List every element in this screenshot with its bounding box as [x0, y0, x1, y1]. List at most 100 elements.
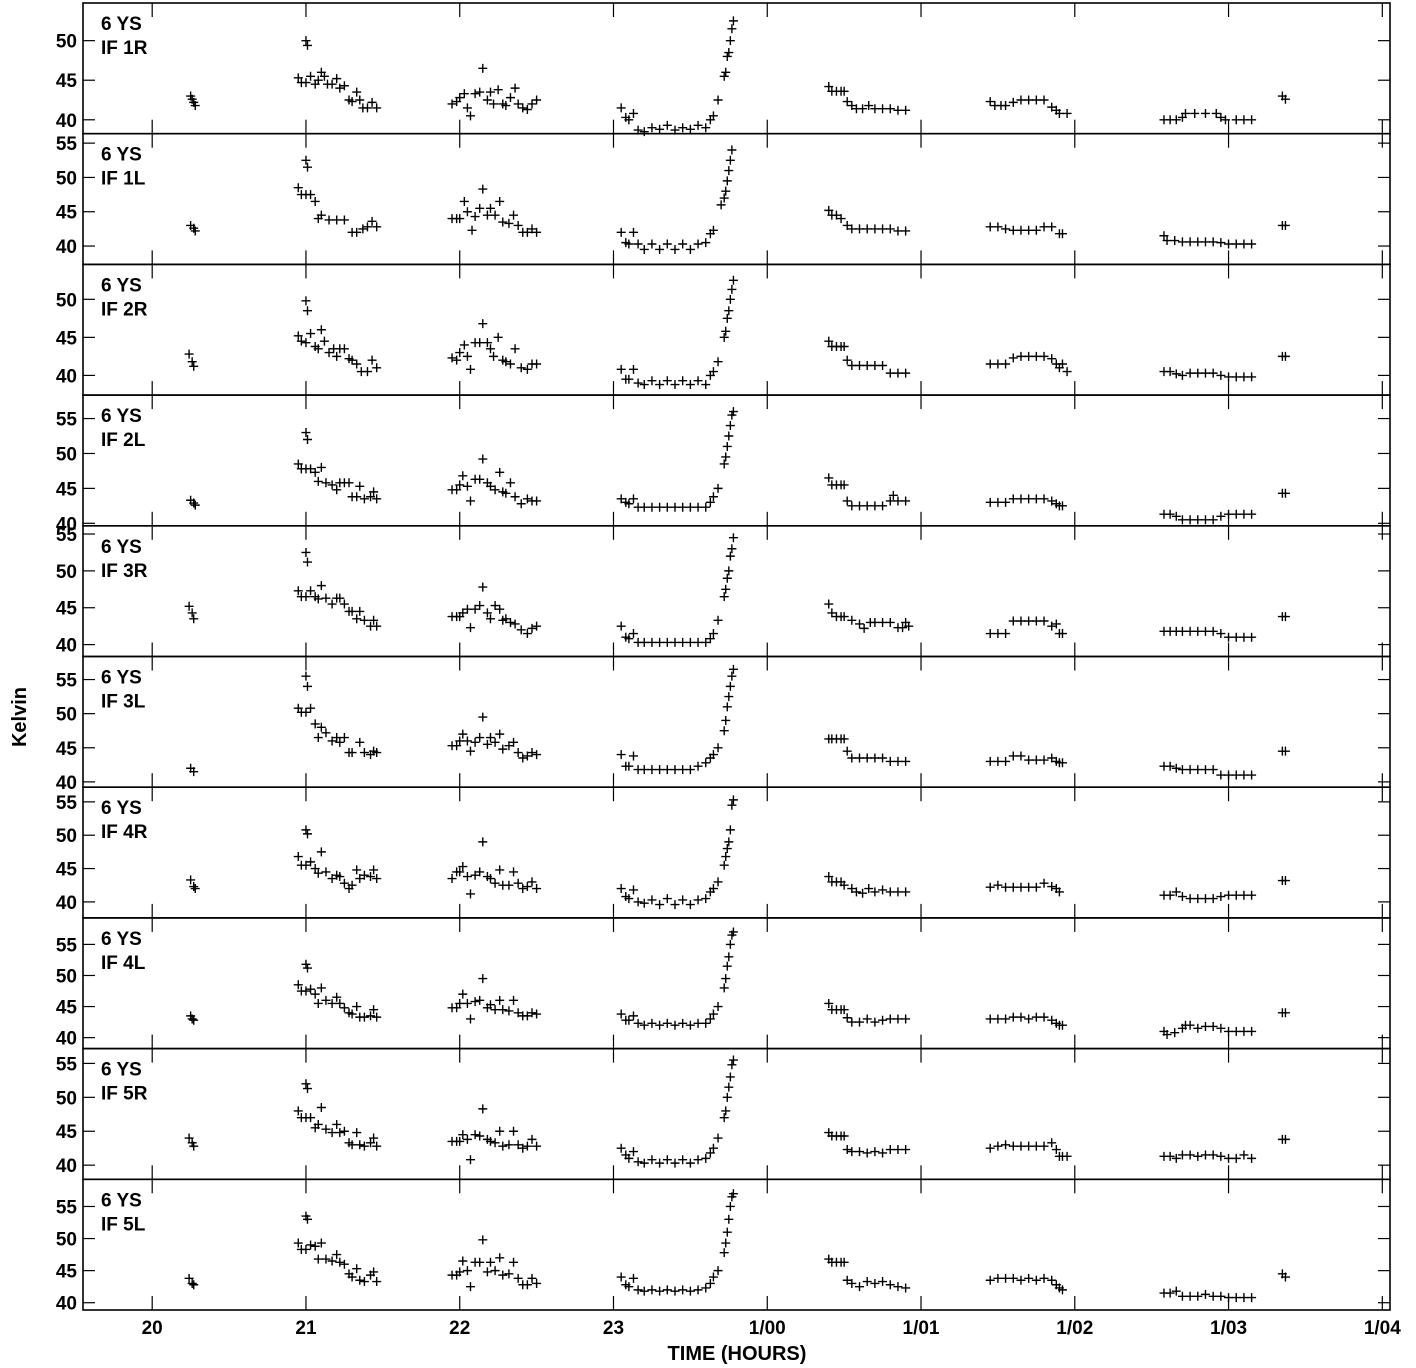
data-point	[824, 872, 834, 882]
y-tick-label: 40	[56, 636, 77, 657]
data-point	[366, 1138, 376, 1148]
x-tick-label: 20	[142, 1318, 163, 1339]
data-point	[616, 227, 626, 237]
data-point	[532, 496, 542, 506]
data-point	[302, 963, 312, 973]
data-point	[839, 880, 849, 890]
data-point	[839, 1257, 849, 1267]
data-point	[478, 319, 488, 329]
data-point	[470, 212, 480, 222]
data-point	[885, 1014, 895, 1024]
data-point	[458, 1256, 468, 1266]
data-point	[532, 359, 542, 369]
data-point	[189, 361, 199, 371]
data-point	[293, 459, 303, 469]
data-point	[187, 1014, 197, 1024]
data-point	[628, 364, 638, 374]
data-point	[708, 1009, 718, 1019]
data-point	[639, 898, 649, 908]
y-tick-label: 55	[56, 671, 78, 692]
data-point	[335, 998, 345, 1008]
data-point	[478, 974, 488, 984]
data-point	[475, 1131, 485, 1141]
data-point	[339, 81, 349, 91]
y-tick-label: 50	[56, 168, 77, 189]
data-point	[467, 225, 477, 235]
data-point	[1200, 765, 1210, 775]
data-point	[190, 101, 200, 111]
x-tick-label: 21	[295, 1318, 317, 1339]
data-point	[522, 104, 532, 114]
data-point	[901, 496, 911, 506]
data-point	[842, 1145, 852, 1155]
data-point	[310, 1241, 320, 1251]
data-point	[532, 227, 542, 237]
y-tick-label: 45	[56, 71, 78, 92]
data-point	[1165, 1288, 1175, 1298]
panel-if-label: IF 2R	[101, 299, 148, 320]
data-point	[302, 829, 312, 839]
data-point	[847, 753, 857, 763]
data-point	[495, 467, 505, 477]
y-tick-label: 45	[56, 1122, 78, 1143]
data-point	[1216, 370, 1226, 380]
data-point	[306, 71, 316, 81]
data-point	[522, 1280, 532, 1290]
data-point	[1200, 237, 1210, 247]
data-point	[504, 218, 514, 228]
data-point	[1224, 239, 1234, 249]
data-point	[728, 664, 738, 674]
data-point	[518, 103, 528, 113]
data-point	[1051, 619, 1061, 629]
data-point	[1280, 488, 1290, 498]
data-point	[624, 1153, 634, 1163]
data-point	[719, 983, 729, 993]
data-point	[482, 608, 492, 618]
data-point	[1247, 372, 1257, 382]
data-point	[722, 441, 732, 451]
data-point	[482, 338, 492, 348]
data-point	[662, 765, 672, 775]
data-point	[516, 499, 526, 509]
data-point	[1200, 1021, 1210, 1031]
data-point	[727, 544, 737, 554]
data-point	[893, 1145, 903, 1155]
data-point	[678, 123, 688, 133]
data-point	[693, 120, 703, 130]
y-tick-label: 50	[56, 32, 77, 53]
data-point	[301, 860, 311, 870]
data-point	[1047, 882, 1057, 892]
data-point	[1057, 1020, 1067, 1030]
data-point	[864, 884, 874, 894]
y-tick-label: 50	[56, 705, 77, 726]
data-point	[985, 222, 995, 232]
data-point	[313, 1254, 323, 1264]
data-point	[839, 1005, 849, 1015]
data-point	[1280, 220, 1290, 230]
data-point	[352, 1264, 362, 1274]
panel-station-label: 6 YS	[101, 14, 142, 35]
panel: 40 45 50 55 6 YS IF 5L	[56, 1178, 1391, 1315]
data-point	[1024, 616, 1034, 626]
data-point	[624, 374, 634, 384]
data-point	[870, 1147, 880, 1157]
data-point	[1001, 101, 1011, 111]
data-point	[505, 478, 515, 488]
data-point	[1247, 239, 1257, 249]
data-point	[1171, 1153, 1181, 1163]
data-point	[1008, 353, 1018, 363]
data-point	[885, 224, 895, 234]
data-point	[713, 615, 723, 625]
data-point	[1177, 237, 1187, 247]
data-point	[678, 502, 688, 512]
data-point	[1165, 367, 1175, 377]
data-point	[878, 617, 888, 627]
y-tick-label: 45	[56, 328, 78, 349]
data-point	[1024, 351, 1034, 361]
data-point	[527, 877, 537, 887]
data-point	[1024, 1141, 1034, 1151]
data-point	[1047, 496, 1057, 506]
data-point	[901, 105, 911, 115]
data-point	[1024, 1273, 1034, 1283]
data-point	[670, 637, 680, 647]
